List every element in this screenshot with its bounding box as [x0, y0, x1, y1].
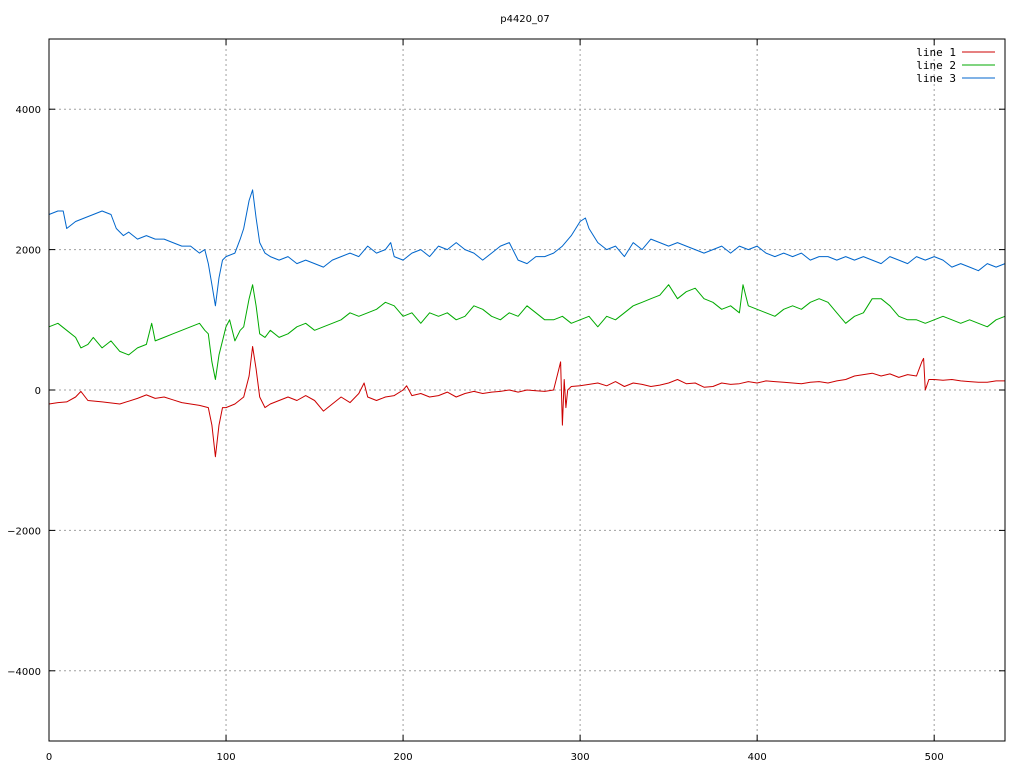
x-tick-label: 400: [748, 752, 767, 763]
x-tick-label: 200: [394, 752, 413, 763]
x-tick-label: 300: [571, 752, 590, 763]
series-line-3: [48, 189, 1006, 307]
legend-label: line 2: [916, 59, 956, 72]
plot-frame: [48, 38, 1006, 742]
chart-title: p4420_07: [500, 14, 550, 25]
y-tick-label: 4000: [16, 105, 41, 116]
y-tick-label: −4000: [7, 667, 41, 678]
series-lines: [48, 189, 1006, 458]
tick-labels: 0 100 200 300 400 500 −4000 −2000 0 2000 4000: [7, 105, 944, 763]
series-line-1: [48, 346, 1005, 458]
x-tick-label: 100: [216, 752, 235, 763]
y-tick-label: 0: [35, 386, 41, 397]
x-tick-label: 0: [46, 752, 52, 763]
x-tick-label: 500: [925, 752, 944, 763]
legend-label: line 3: [916, 72, 956, 85]
legend-label: line 1: [916, 46, 956, 59]
y-tick-label: 2000: [16, 246, 41, 257]
series-line-2: [48, 284, 1006, 380]
y-tick-label: −2000: [7, 526, 41, 537]
